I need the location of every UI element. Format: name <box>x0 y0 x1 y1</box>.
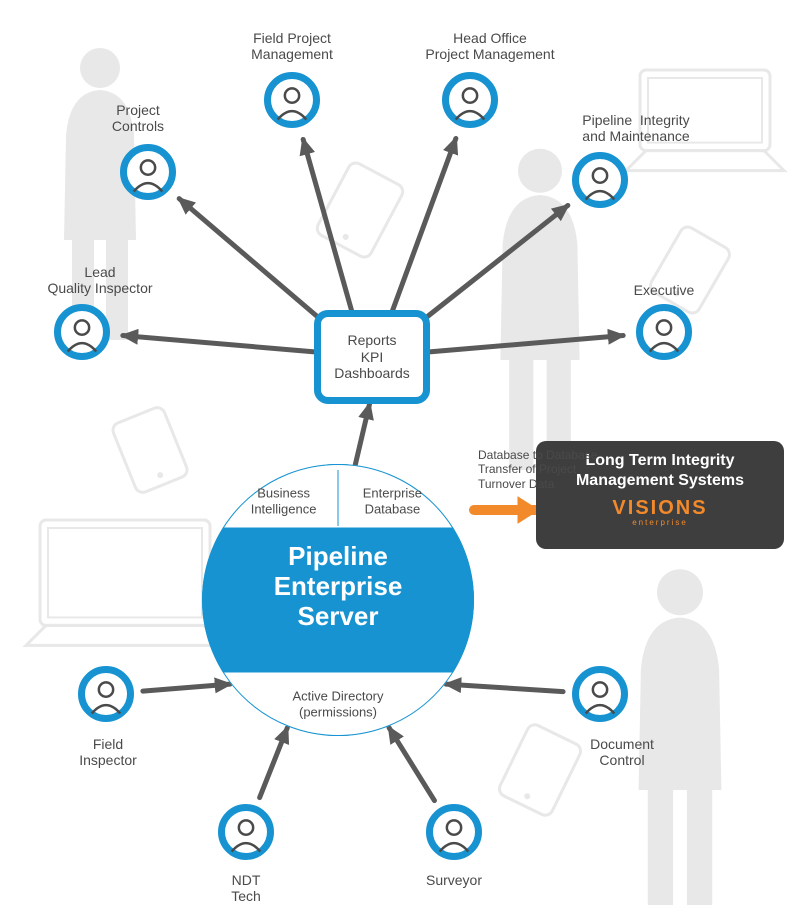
role-label-surveyor: Surveyor <box>426 872 482 888</box>
reports-hub: ReportsKPIDashboards <box>314 310 430 404</box>
role-node-lead-quality-inspector <box>54 304 110 360</box>
role-node-ndt-tech <box>218 804 274 860</box>
role-node-pipeline-integrity <box>572 152 628 208</box>
server-title: Pipeline Enterprise Server <box>274 542 403 632</box>
server-circle: Pipeline Enterprise Server Business Intel… <box>202 464 474 736</box>
transfer-label: Database to Database Transfer of Project… <box>478 448 597 491</box>
avatar-icon <box>636 304 692 360</box>
role-node-executive <box>636 304 692 360</box>
visions-sub: enterprise <box>548 518 772 527</box>
server-label-bi: Business Intelligence <box>251 486 317 517</box>
server-label-ad: Active Directory (permissions) <box>292 688 383 719</box>
avatar-icon <box>572 666 628 722</box>
avatar-icon <box>264 72 320 128</box>
role-node-head-office-pm <box>442 72 498 128</box>
role-node-field-inspector <box>78 666 134 722</box>
role-node-project-controls <box>120 144 176 200</box>
avatar-icon <box>442 72 498 128</box>
role-label-field-pm: Field Project Management <box>251 30 333 62</box>
role-node-surveyor <box>426 804 482 860</box>
role-label-ndt-tech: NDT Tech <box>231 872 261 904</box>
role-label-executive: Executive <box>634 282 695 298</box>
reports-hub-line: Dashboards <box>334 365 410 382</box>
role-label-document-control: Document Control <box>590 736 654 768</box>
server-label-db: Enterprise Database <box>363 486 422 517</box>
visions-brand: VISIONS <box>548 497 772 520</box>
role-label-lead-quality-inspector: Lead Quality Inspector <box>47 264 152 296</box>
diagram-stage: Lead Quality Inspector Project Controls … <box>0 0 800 924</box>
avatar-icon <box>218 804 274 860</box>
avatar-icon <box>54 304 110 360</box>
reports-hub-line: Reports <box>347 332 396 349</box>
avatar-icon <box>78 666 134 722</box>
role-node-document-control <box>572 666 628 722</box>
role-label-project-controls: Project Controls <box>112 102 164 134</box>
role-label-field-inspector: Field Inspector <box>79 736 137 768</box>
reports-hub-line: KPI <box>361 349 384 366</box>
avatar-icon <box>426 804 482 860</box>
avatar-icon <box>572 152 628 208</box>
role-label-head-office-pm: Head Office Project Management <box>425 30 554 62</box>
avatar-icon <box>120 144 176 200</box>
role-label-pipeline-integrity: Pipeline Integrity and Maintenance <box>582 112 689 144</box>
role-node-field-pm <box>264 72 320 128</box>
